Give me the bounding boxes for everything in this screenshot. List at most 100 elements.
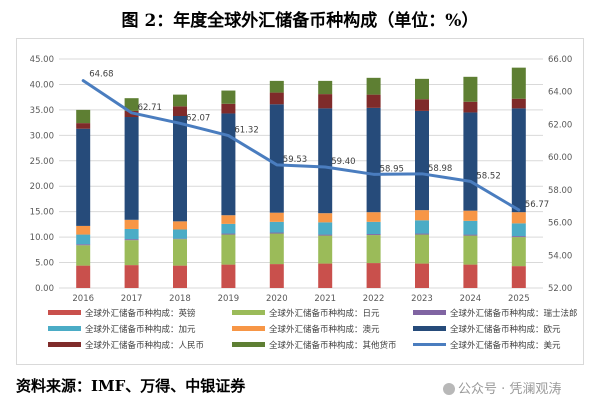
legend-label: 全球外汇储备币种构成：美元 [450,340,561,351]
legend-label: 全球外汇储备币种构成：人民币 [85,340,204,351]
y-tick-label: 25.00 [30,157,54,167]
y-tick-label: 15.00 [30,208,54,218]
bar-cad [318,222,333,235]
bar-gbp [173,265,187,288]
y2-tick-label: 56.00 [548,219,572,229]
bar-other [366,77,381,95]
bar-eur [269,104,284,213]
bar-other [318,80,333,95]
y-tick-label: 40.00 [30,80,54,90]
bar-chf [463,234,478,236]
legend-swatch-other [232,342,265,347]
bar-aud [76,225,91,235]
y-tick-label: 20.00 [30,182,54,192]
bar-rmb [269,92,284,105]
bar-chf [173,238,187,240]
bar-jpy [269,233,284,265]
y-tick-label: 5.00 [35,259,54,269]
bar-eur [221,113,236,216]
bar-aud [318,213,333,223]
bar-aud [511,212,526,224]
legend-label: 全球外汇储备币种构成：欧元 [450,324,561,335]
legend-label: 全球外汇储备币种构成：瑞士法郎 [450,308,578,319]
bar-eur [511,108,526,213]
y2-tick-label: 62.00 [548,120,572,130]
y-tick-label: 0.00 [35,284,54,294]
y2-tick-label: 52.00 [548,284,572,294]
legend-label: 全球外汇储备币种构成：日元 [269,308,380,319]
bar-eur [318,108,333,214]
x-tick-label: 2025 [508,294,530,304]
bar-gbp [221,264,236,288]
bar-rmb [511,98,526,109]
bar-aud [173,221,187,230]
bar-gbp [511,266,526,288]
bar-rmb [415,99,429,111]
bar-other [76,109,91,124]
bar-gbp [366,263,381,288]
bar-jpy [415,234,429,264]
y-tick-label: 35.00 [30,106,54,116]
bar-aud [269,212,284,222]
usd-data-label: 56.77 [525,200,549,210]
chart: 0.00 5.00 10.00 15.00 20.00 25.00 30.00 35.00 40… [30,55,578,351]
bar-gbp [463,264,478,288]
legend-swatch-jpy [232,310,265,315]
legend-label: 全球外汇储备币种构成：澳元 [269,324,380,335]
legend-swatch-gbp [48,310,81,315]
x-tick-label: 2022 [363,294,385,304]
y2-tick-label: 60.00 [548,153,572,163]
bar-cad [511,223,526,237]
bar-rmb [221,103,236,114]
usd-data-label: 62.07 [186,113,210,123]
legend-label: 全球外汇储备币种构成：英镑 [85,308,196,319]
watermark: 公众号 · 凭澜观涛 [443,378,561,397]
bar-chf [124,239,139,241]
bar-rmb [76,123,91,129]
bar-cad [76,234,91,245]
usd-data-label: 59.40 [331,157,355,167]
bar-eur [463,112,478,211]
usd-data-label: 61.32 [234,126,258,136]
bar-eur [124,117,139,220]
bar-chf [511,236,526,238]
chart-title: 图 2：年度全球外汇储备币种构成（单位：%） [121,11,479,31]
bar-jpy [173,239,187,266]
x-tick-label: 2019 [218,294,240,304]
x-tick-label: 2017 [121,294,143,304]
bar-jpy [463,235,478,265]
bar-jpy [221,234,236,265]
bar-cad [269,221,284,233]
bar-cad [415,220,429,234]
bar-aud [463,210,478,221]
bar-eur [76,128,91,226]
bar-chf [415,233,429,235]
bar-chf [366,234,381,236]
bar-rmb [173,106,187,116]
bar-other [221,90,236,104]
usd-data-label: 64.68 [89,70,113,80]
bar-rmb [318,94,333,109]
y2-tick-label: 54.00 [548,251,572,261]
x-tick-label: 2020 [266,294,288,304]
bar-chf [221,233,236,235]
bar-cad [463,220,478,235]
bar-aud [124,219,139,229]
bar-chf [318,234,333,236]
legend-label: 全球外汇储备币种构成：加元 [85,324,196,335]
bar-other [463,76,478,102]
y2-tick-label: 66.00 [548,55,572,65]
bar-other [173,94,187,107]
bar-other [511,67,526,99]
legend-swatch-rmb [48,342,81,347]
bar-aud [221,215,236,224]
bar-jpy [318,235,333,264]
bar-chf [76,244,91,246]
bar-cad [366,221,381,235]
x-tick-label: 2021 [314,294,336,304]
bar-chf [269,232,284,234]
y-tick-label: 45.00 [30,55,54,65]
y-tick-label: 30.00 [30,131,54,141]
bar-jpy [366,235,381,264]
bar-eur [366,107,381,213]
